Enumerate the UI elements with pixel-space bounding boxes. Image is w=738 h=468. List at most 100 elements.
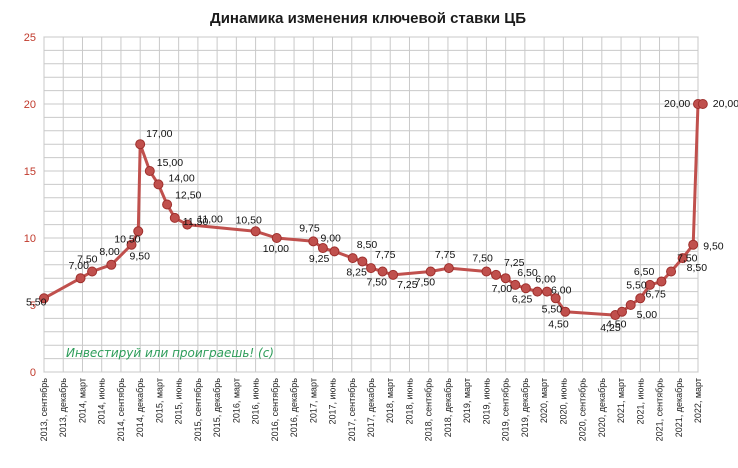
x-tick-label: 2014, сентябрь (116, 378, 126, 442)
data-point (153, 179, 164, 190)
data-label: 14,00 (168, 172, 194, 184)
x-tick-label: 2015, июнь (174, 378, 184, 425)
x-tick-label: 2018, март (385, 378, 395, 423)
data-label: 7,50 (677, 253, 698, 265)
data-label: 15,00 (157, 157, 183, 169)
data-label: 10,50 (236, 214, 262, 226)
data-point (75, 273, 86, 284)
x-tick-label: 2014, июнь (97, 378, 107, 425)
x-tick-label: 2015, декабрь (212, 378, 222, 438)
data-point (560, 306, 571, 317)
data-point (520, 283, 531, 294)
x-tick-label: 2016, март (231, 378, 241, 423)
x-tick-label: 2020, декабрь (597, 378, 607, 438)
x-tick-label: 2020, сентябрь (578, 378, 588, 442)
y-tick-label: 15 (24, 166, 36, 178)
x-tick-label: 2020, июнь (558, 378, 568, 425)
x-tick-label: 2016, сентябрь (270, 378, 280, 442)
data-label: 6,25 (512, 293, 533, 305)
data-label: 4,50 (548, 319, 569, 331)
x-tick-label: 2020, март (539, 378, 549, 423)
data-labels: 5,507,007,508,00 9,5010,5017,0015,0014,00… (26, 98, 738, 334)
x-tick-label: 2017, сентябрь (347, 378, 357, 442)
data-point (644, 279, 655, 290)
y-tick-label: 20 (24, 99, 36, 111)
data-point (162, 199, 173, 210)
data-point (425, 266, 436, 277)
data-label: 7,25 (504, 257, 525, 269)
data-label: 9,50 (130, 251, 151, 263)
data-label: 12,50 (175, 190, 201, 202)
data-point (87, 266, 98, 277)
data-point (169, 212, 180, 223)
y-tick-label: 0 (30, 367, 36, 379)
data-point (510, 279, 521, 290)
data-label: 7,75 (435, 249, 456, 261)
data-label: 8,00 (99, 246, 120, 258)
data-label: 20,00 (664, 98, 690, 110)
data-point (666, 266, 677, 277)
data-point (617, 306, 628, 317)
data-label: 10,00 (263, 243, 289, 255)
data-label: 6,75 (645, 289, 666, 301)
data-label: 7,00 (492, 283, 513, 295)
data-label: 7,00 (69, 260, 90, 272)
data-label: 7,50 (77, 254, 98, 266)
data-label: 9,75 (299, 222, 320, 234)
data-point (677, 253, 688, 264)
y-tick-label: 25 (24, 32, 36, 44)
data-label: 6,50 (517, 267, 538, 279)
data-point (388, 269, 399, 280)
grid (43, 36, 699, 373)
x-tick-label: 2019, март (462, 378, 472, 423)
data-point (347, 253, 358, 264)
data-label: 5,00 (637, 309, 658, 321)
data-label: 9,00 (320, 232, 341, 244)
data-point (329, 246, 340, 257)
x-tick-label: 2014, март (77, 378, 87, 423)
data-point (697, 99, 708, 109)
data-label: 5,50 (626, 279, 647, 291)
data-label: 5,50 (542, 303, 563, 315)
x-tick-label: 2013, декабрь (58, 378, 68, 438)
data-label: 7,75 (375, 249, 396, 261)
data-point (542, 286, 553, 297)
x-tick-label: 2017, декабрь (366, 378, 376, 438)
x-tick-label: 2021, декабрь (674, 378, 684, 438)
x-tick-label: 2021, сентябрь (655, 378, 665, 442)
data-label: 8,25 (346, 266, 367, 278)
x-tick-label: 2016, июнь (251, 378, 261, 425)
data-point (625, 300, 636, 310)
x-tick-label: 2021, июнь (635, 378, 645, 425)
x-tick-label: 2016, декабрь (289, 378, 299, 438)
data-point (532, 286, 543, 297)
data-label: 4,50 (606, 319, 627, 331)
x-tick-label: 2021, март (616, 378, 626, 423)
data-label: 20,00 (713, 98, 738, 110)
data-point (271, 233, 282, 243)
data-point (656, 276, 667, 287)
data-label: 6,50 (634, 266, 655, 278)
x-tick-label: 2015, март (154, 378, 164, 423)
x-tick-label: 2013, сентябрь (39, 378, 49, 442)
data-point (250, 226, 261, 237)
x-tick-label: 2018, июнь (404, 378, 414, 425)
data-label: 6,00 (535, 274, 556, 286)
data-point (550, 293, 561, 304)
x-tick-label: 2019, декабрь (520, 378, 530, 438)
x-tick-label: 2017, июнь (328, 378, 338, 425)
chart-title: Динамика изменения ключевой ставки ЦБ (210, 10, 526, 27)
data-point (317, 243, 328, 254)
data-point (308, 236, 319, 247)
x-tick-label: 2022, март (693, 378, 703, 423)
y-tick-label: 5 (30, 300, 36, 312)
data-label: 4,25 (600, 322, 621, 334)
x-tick-label: 2017, март (308, 378, 318, 423)
data-point (39, 293, 49, 304)
data-point (377, 266, 388, 277)
data-label: 9,50 (703, 241, 724, 253)
data-point (500, 273, 511, 284)
x-tick-label: 2019, июнь (481, 378, 491, 425)
data-label: 9,25 (309, 253, 330, 265)
